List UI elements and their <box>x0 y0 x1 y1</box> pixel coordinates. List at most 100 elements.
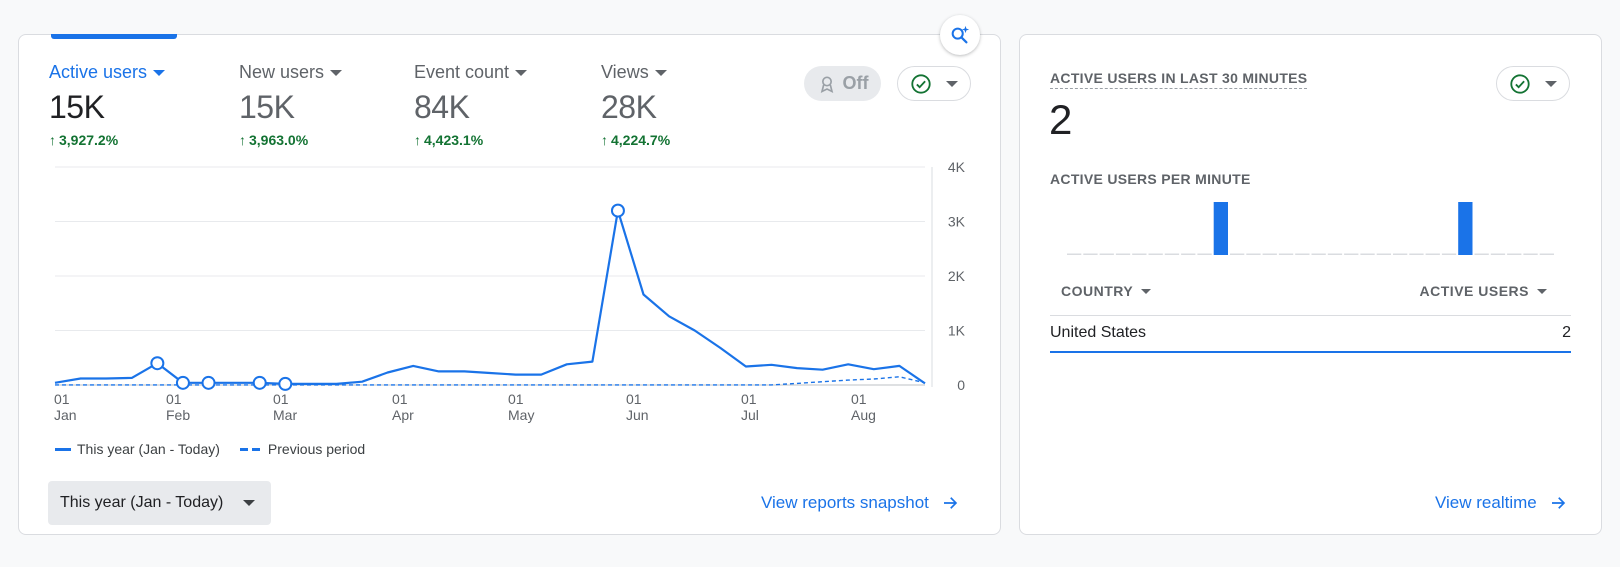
metric-label: New users <box>239 62 325 82</box>
link-label: View reports snapshot <box>761 493 929 512</box>
minute-bar[interactable] <box>1441 253 1457 256</box>
x-tick-month: Jun <box>626 407 649 423</box>
per-minute-bar-chart <box>1067 202 1554 256</box>
minute-bar[interactable] <box>1376 253 1391 256</box>
minute-bar[interactable] <box>1344 253 1359 256</box>
chevron-down-icon <box>243 500 256 506</box>
legend-swatch-dashed <box>239 447 260 451</box>
minute-bar[interactable] <box>1523 253 1538 256</box>
minute-bar[interactable] <box>1295 253 1310 256</box>
x-tick-day: 01 <box>273 391 289 407</box>
data-quality-dropdown[interactable] <box>897 66 971 101</box>
minute-bar[interactable] <box>1262 253 1277 256</box>
minute-bar[interactable] <box>1083 253 1098 256</box>
x-tick-day: 01 <box>54 391 70 407</box>
minute-bar[interactable] <box>1148 253 1163 256</box>
chevron-down-icon <box>1141 288 1152 294</box>
legend-swatch-solid <box>55 447 71 451</box>
date-range-dropdown[interactable]: This year (Jan - Today) <box>48 481 271 525</box>
users-cell: 2 <box>1562 324 1571 341</box>
x-tick-month: Mar <box>273 407 297 423</box>
minute-bar[interactable] <box>1327 253 1343 256</box>
minute-bar[interactable] <box>1458 202 1473 255</box>
country-column-header[interactable]: COUNTRY <box>1061 283 1152 299</box>
minute-bar[interactable] <box>1360 253 1375 256</box>
realtime-quality-dropdown[interactable] <box>1496 66 1570 101</box>
chevron-down-icon <box>946 80 958 87</box>
minute-bar[interactable] <box>1539 253 1554 256</box>
comparison-off-label: Off <box>842 73 869 93</box>
chevron-down-icon <box>330 69 343 76</box>
series-line-previous-period <box>55 376 926 386</box>
metric-event-count[interactable]: Event count 84K ↑ 4,423.1% <box>414 62 528 148</box>
column-label: COUNTRY <box>1061 283 1134 299</box>
table-row[interactable]: United States 2 <box>1050 316 1571 353</box>
metric-active-users[interactable]: Active users 15K ↑ 3,927.2% <box>49 62 166 148</box>
minute-bar[interactable] <box>1132 253 1147 256</box>
metric-change: 3,927.2% <box>59 132 119 148</box>
data-point-marker[interactable] <box>175 375 190 390</box>
y-tick-label: 4K <box>948 159 966 175</box>
x-tick-day: 01 <box>392 391 408 407</box>
y-tick-label: 3K <box>948 214 966 230</box>
column-label: ACTIVE USERS <box>1419 283 1529 299</box>
chevron-down-icon <box>1537 288 1547 294</box>
metric-label: Event count <box>414 62 510 82</box>
minute-bar[interactable] <box>1230 253 1245 256</box>
minute-bar[interactable] <box>1490 253 1506 256</box>
x-tick-month: Aug <box>851 407 876 423</box>
arrow-up-icon: ↑ <box>239 132 246 148</box>
minute-bar[interactable] <box>1164 253 1180 256</box>
metric-value: 28K <box>601 89 657 125</box>
minute-bar[interactable] <box>1311 253 1326 256</box>
realtime-title[interactable]: ACTIVE USERS IN LAST 30 MINUTES <box>1050 70 1308 89</box>
data-point-marker[interactable] <box>610 203 625 218</box>
minute-bar[interactable] <box>1278 253 1294 256</box>
minute-bar[interactable] <box>1067 253 1082 256</box>
minute-bar[interactable] <box>1213 202 1228 255</box>
chevron-down-icon <box>1545 80 1557 87</box>
arrow-up-icon: ↑ <box>601 132 608 148</box>
date-range-label: This year (Jan - Today) <box>60 494 224 511</box>
arrow-right-icon <box>943 497 958 509</box>
data-point-marker[interactable] <box>278 376 293 391</box>
minute-bar[interactable] <box>1474 253 1489 256</box>
minute-bar[interactable] <box>1507 253 1522 256</box>
metric-new-users[interactable]: New users 15K ↑ 3,963.0% <box>239 62 343 148</box>
view-reports-snapshot-link[interactable]: View reports snapshot <box>761 493 959 513</box>
link-label: View realtime <box>1435 493 1537 512</box>
data-point-marker[interactable] <box>252 375 267 390</box>
x-tick-month: Feb <box>166 407 190 423</box>
insights-button[interactable] <box>940 15 980 55</box>
chevron-down-icon <box>515 69 528 76</box>
x-tick-day: 01 <box>166 391 182 407</box>
minute-bar[interactable] <box>1115 253 1131 256</box>
active-users-column-header[interactable]: ACTIVE USERS <box>1420 283 1547 299</box>
ribbon-comparison-icon <box>820 76 833 93</box>
x-tick-day: 01 <box>851 391 867 407</box>
arrow-up-icon: ↑ <box>414 132 421 148</box>
country-cell: United States <box>1050 324 1147 341</box>
chart-series <box>54 209 926 386</box>
y-tick-label: 0 <box>957 377 965 393</box>
table-divider <box>1050 315 1571 316</box>
metric-value: 15K <box>239 89 295 125</box>
check-circle-icon <box>911 73 931 94</box>
legend-this-year: This year (Jan - Today) <box>77 441 220 457</box>
comparison-toggle[interactable]: Off <box>804 66 881 101</box>
arrow-right-icon <box>1551 497 1565 509</box>
minute-bar[interactable] <box>1393 253 1408 256</box>
minute-bar[interactable] <box>1409 253 1424 256</box>
minute-bar[interactable] <box>1099 253 1114 256</box>
data-point-marker[interactable] <box>201 375 216 390</box>
data-point-marker[interactable] <box>150 356 165 371</box>
y-tick-label: 2K <box>948 268 966 284</box>
view-realtime-link[interactable]: View realtime <box>1435 493 1567 513</box>
summary-card <box>18 34 1001 535</box>
minute-bar[interactable] <box>1246 253 1261 256</box>
metric-views[interactable]: Views 28K ↑ 4,224.7% <box>601 62 670 148</box>
minute-bar[interactable] <box>1181 253 1196 256</box>
minute-bar[interactable] <box>1425 253 1440 256</box>
minute-bar[interactable] <box>1197 253 1212 256</box>
